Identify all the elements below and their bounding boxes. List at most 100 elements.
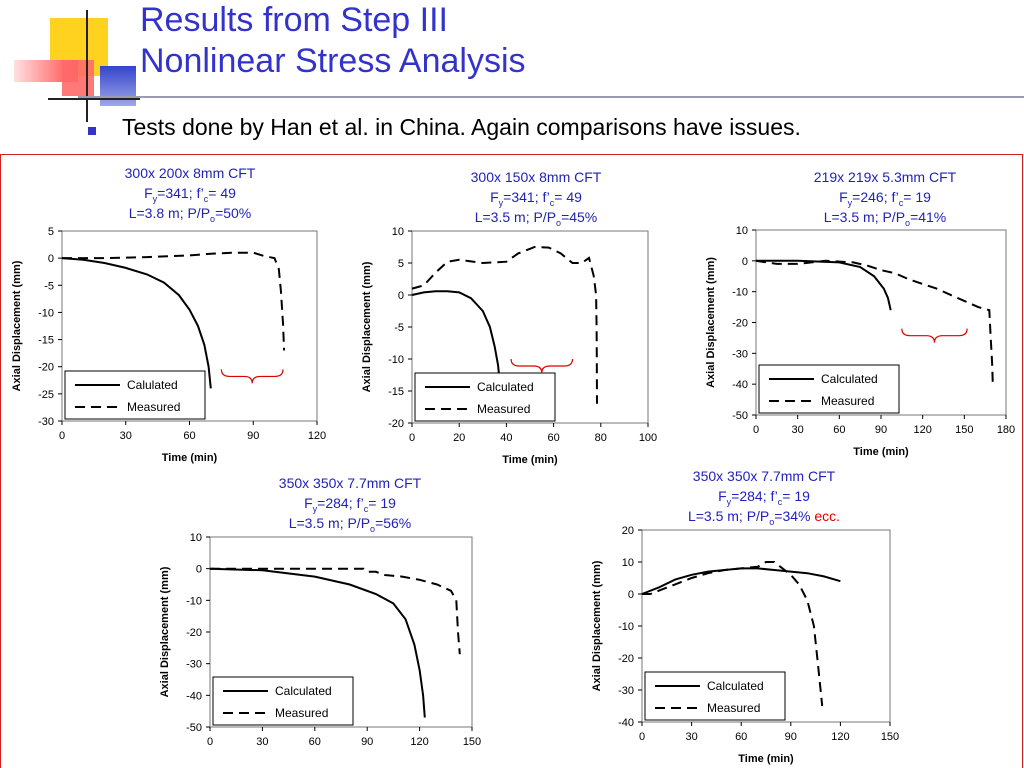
x-tick-label: 90 [361, 736, 373, 748]
y-tick-label: -10 [388, 354, 404, 366]
x-tick-label: 30 [792, 424, 804, 436]
x-tick-label: 30 [120, 430, 132, 442]
x-tick-label: 60 [735, 731, 747, 743]
y-tick-label: 0 [398, 290, 404, 302]
figure-frame [0, 154, 1023, 768]
title-underline [78, 96, 1024, 98]
x-axis-label: Time (min) [853, 446, 909, 458]
y-tick-label: -5 [394, 322, 404, 334]
y-tick-label: -20 [388, 418, 404, 430]
deco-vertical-line [86, 10, 88, 122]
y-tick-label: -25 [38, 389, 54, 401]
x-tick-label: 100 [639, 432, 657, 444]
x-tick-label: 120 [410, 736, 428, 748]
y-tick-label: 0 [742, 256, 748, 268]
deco-red-block [62, 60, 94, 96]
y-tick-label: -30 [38, 416, 54, 428]
x-axis-label: Time (min) [502, 454, 558, 466]
y-axis-label: Axial Displacement (mm) [705, 257, 717, 388]
x-axis-label: Time (min) [738, 753, 794, 765]
x-tick-label: 120 [913, 424, 931, 436]
brace-annotation [510, 358, 574, 374]
chart-4: 350x 350x 7.7mm CFT Fy=284; f’c= 19L=3.5 … [159, 475, 481, 748]
y-tick-label: -20 [38, 362, 54, 374]
x-tick-label: 30 [685, 731, 697, 743]
x-tick-label: 90 [247, 430, 259, 442]
chart-header-specimen: 350x 350x 7.7mm CFT [693, 468, 836, 484]
y-tick-label: -10 [38, 307, 54, 319]
y-tick-label: -10 [732, 287, 748, 299]
y-tick-label: -30 [732, 348, 748, 360]
series-line-calculated [61, 257, 212, 389]
y-tick-label: -30 [186, 659, 202, 671]
y-tick-label: -40 [186, 690, 202, 702]
x-tick-label: 40 [500, 432, 512, 444]
y-tick-label: -20 [618, 653, 634, 665]
y-tick-label: -15 [388, 386, 404, 398]
legend-label: Calculated [477, 380, 534, 394]
y-tick-label: -10 [186, 595, 202, 607]
legend-label: Measured [127, 400, 180, 414]
x-tick-label: 20 [453, 432, 465, 444]
chart-header-length: L=3.5 m; P/Po=34% ecc. [688, 508, 840, 527]
y-tick-label: -50 [732, 410, 748, 422]
y-tick-label: 5 [48, 226, 54, 238]
y-tick-label: -10 [618, 621, 634, 633]
y-tick-label: 0 [48, 253, 54, 265]
y-tick-label: -15 [38, 335, 54, 347]
x-tick-label: 120 [308, 430, 326, 442]
series-line-calculated [756, 259, 892, 311]
x-tick-label: 150 [955, 424, 973, 436]
y-tick-label: -20 [186, 627, 202, 639]
y-tick-label: 10 [190, 532, 202, 544]
chart-header-length: L=3.8 m; P/Po=50% [129, 205, 252, 224]
x-tick-label: 120 [831, 731, 849, 743]
chart-header-length: L=3.5 m; P/Po=41% [824, 209, 947, 228]
x-tick-label: 0 [59, 430, 65, 442]
x-tick-label: 150 [881, 731, 899, 743]
chart-1: 300x 200x 8mm CFT Fy=341; f’c= 49L=3.8 m;… [11, 165, 326, 464]
y-tick-label: 10 [392, 226, 404, 238]
x-tick-label: 0 [639, 731, 645, 743]
series-line-measured [411, 245, 598, 404]
x-tick-label: 30 [256, 736, 268, 748]
series-line-measured [755, 259, 994, 385]
y-axis-label: Axial Displacement (mm) [361, 261, 373, 392]
x-tick-label: 90 [785, 731, 797, 743]
legend-box [758, 364, 900, 414]
y-tick-label: -5 [44, 280, 54, 292]
chart-5: 350x 350x 7.7mm CFT Fy=284; f’c= 19L=3.5 … [591, 468, 899, 765]
chart-header-strength: Fy=341; f’c= 49 [144, 185, 236, 204]
legend-label: Calculated [275, 684, 332, 698]
legend-label: Measured [477, 402, 530, 416]
y-axis-label: Axial Displacement (mm) [11, 260, 23, 391]
x-tick-label: 0 [753, 424, 759, 436]
chart-header-strength: Fy=284; f’c= 19 [718, 488, 810, 507]
series-line-calculated [209, 567, 426, 718]
chart-header-specimen: 350x 350x 7.7mm CFT [279, 475, 422, 491]
chart-header-specimen: 219x 219x 5.3mm CFT [814, 169, 957, 185]
x-tick-label: 0 [207, 736, 213, 748]
x-tick-label: 180 [997, 424, 1015, 436]
y-tick-label: 5 [398, 258, 404, 270]
legend-box [414, 372, 556, 422]
series-line-measured [642, 561, 824, 707]
chart-header-strength: Fy=246; f’c= 19 [839, 189, 931, 208]
deco-horizontal-line [48, 98, 140, 100]
y-tick-label: -40 [732, 379, 748, 391]
legend-box [64, 370, 206, 420]
chart-header-strength: Fy=284; f’c= 19 [304, 495, 396, 514]
series-line-measured [62, 251, 286, 351]
chart-header-specimen: 300x 150x 8mm CFT [471, 169, 602, 185]
x-tick-label: 60 [183, 430, 195, 442]
x-tick-label: 60 [833, 424, 845, 436]
x-tick-label: 150 [463, 736, 481, 748]
bullet-marker [88, 127, 96, 135]
chart-header-strength: Fy=341; f’c= 49 [490, 189, 582, 208]
y-tick-label: 0 [628, 589, 634, 601]
x-tick-label: 90 [875, 424, 887, 436]
x-tick-label: 0 [409, 432, 415, 444]
legend-box [644, 671, 786, 721]
legend-label: Measured [275, 706, 328, 720]
